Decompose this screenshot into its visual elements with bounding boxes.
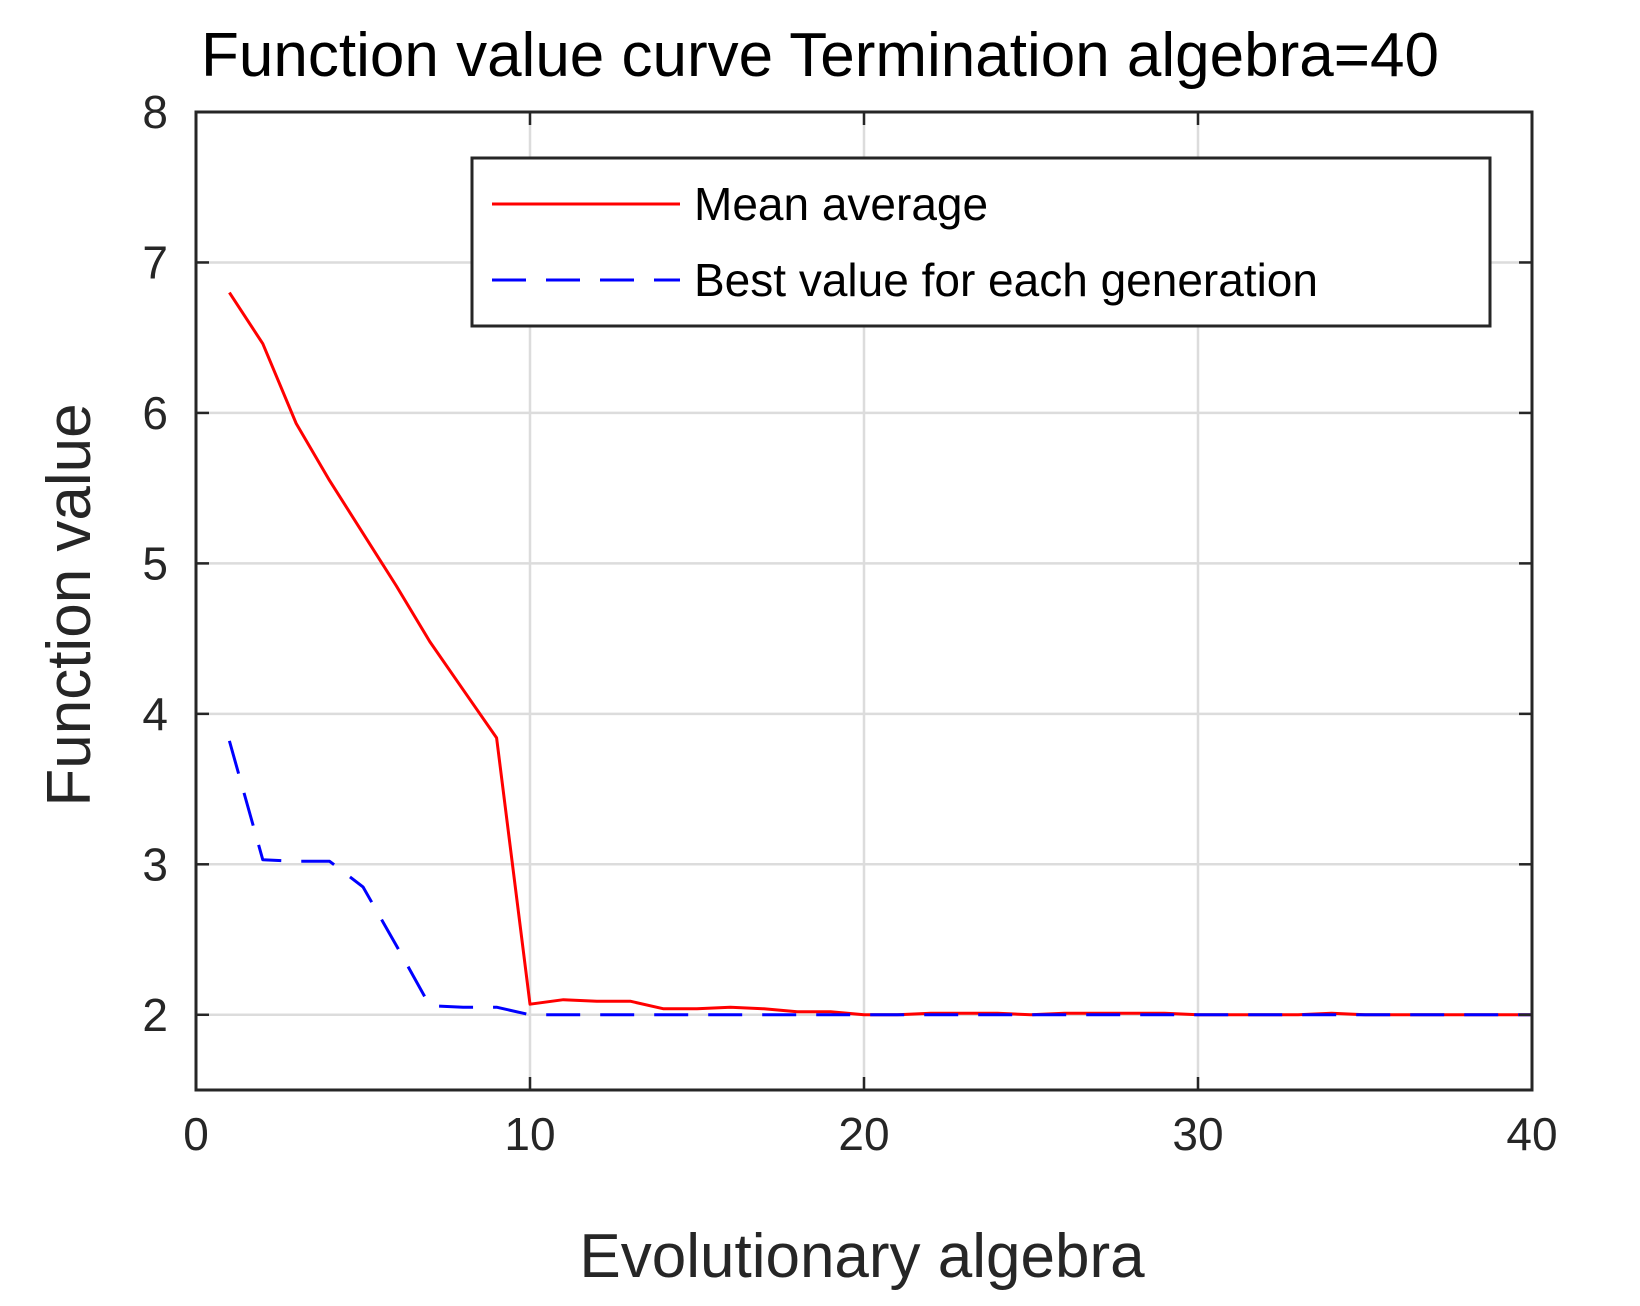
legend-label-0: Mean average bbox=[694, 178, 988, 230]
x-tick-label-0: 0 bbox=[183, 1108, 209, 1160]
x-axis-label: Evolutionary algebra bbox=[579, 1222, 1145, 1291]
x-tick-label-1: 10 bbox=[504, 1108, 555, 1160]
y-tick-label-1: 3 bbox=[142, 838, 168, 890]
chart-title: Function value curve Termination algebra… bbox=[201, 21, 1439, 90]
x-tick-label-2: 20 bbox=[838, 1108, 889, 1160]
legend-label-1: Best value for each generation bbox=[694, 254, 1318, 306]
tick-labels: 0 10 20 30 40 2 3 4 5 6 7 8 bbox=[142, 86, 1557, 1160]
x-tick-label-4: 40 bbox=[1506, 1108, 1557, 1160]
y-tick-label-5: 7 bbox=[142, 236, 168, 288]
axes bbox=[194, 110, 1534, 1092]
chart-title-suffix: =40 bbox=[1334, 21, 1439, 90]
y-tick-label-4: 6 bbox=[142, 387, 168, 439]
plot-series bbox=[227, 291, 1532, 1017]
legend: Mean average Best value for each generati… bbox=[470, 156, 1492, 328]
y-axis-label: Function value bbox=[35, 403, 104, 806]
y-tick-label-3: 5 bbox=[142, 537, 168, 589]
series-line-best-value bbox=[227, 740, 1532, 1017]
x-tick-label-3: 30 bbox=[1172, 1108, 1223, 1160]
y-tick-label-2: 4 bbox=[142, 688, 168, 740]
legend-box bbox=[470, 156, 1492, 328]
chart-title-main: Function value curve Termination algebra bbox=[201, 21, 1334, 90]
y-tick-label-0: 2 bbox=[142, 989, 168, 1041]
y-tick-label-6: 8 bbox=[142, 86, 168, 138]
